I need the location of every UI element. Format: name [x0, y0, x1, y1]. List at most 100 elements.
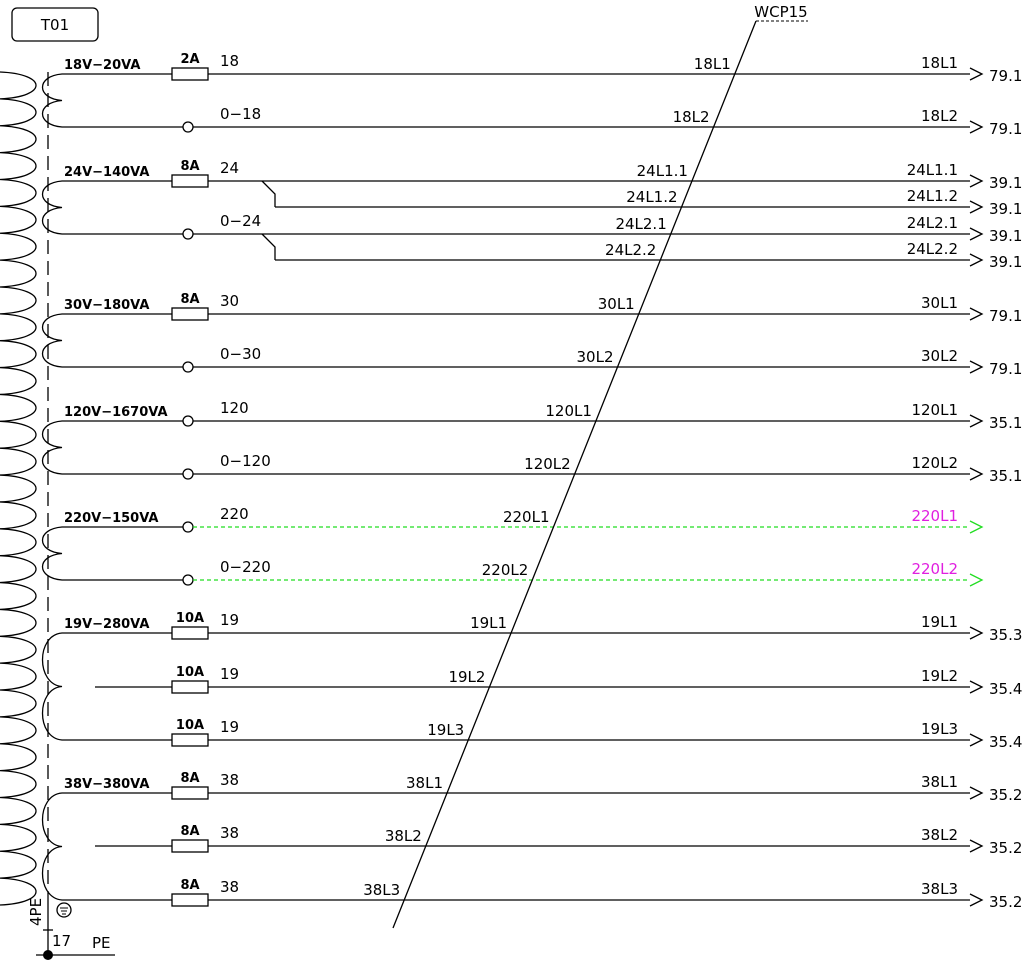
fuse-symbol [171, 839, 209, 853]
arrow-icon [969, 414, 984, 428]
target-reference: 35.4 [989, 733, 1022, 751]
primary-coil [0, 71, 37, 906]
wire-label-cross: 30L1 [598, 295, 635, 313]
arrow-icon [969, 680, 984, 694]
wire-label-cross: 19L3 [427, 721, 464, 739]
wire-label-cross: 120L2 [524, 455, 571, 473]
wire-label-end: 19L1 [921, 613, 958, 631]
wire-label-end: 19L2 [921, 667, 958, 685]
line-voltage-label: 30 [220, 292, 239, 310]
wire-label-end: 18L1 [921, 54, 958, 72]
arrow-icon [969, 307, 984, 321]
wire-label-cross: 220L1 [503, 508, 550, 526]
line-voltage-label: 18 [220, 52, 239, 70]
wire-label-cross: 24L2.1 [615, 215, 666, 233]
line-voltage-label: 0−18 [220, 105, 261, 123]
branch-connector [261, 180, 276, 207]
target-reference: 35.4 [989, 680, 1022, 698]
wire-label-end: 24L1.1 [907, 161, 958, 179]
wire-label-cross: 24L1.2 [626, 188, 677, 206]
earth-terminal-label: 4PE [27, 898, 45, 926]
secondary-coil [42, 420, 95, 475]
wire-label-cross: 18L1 [694, 55, 731, 73]
winding-rating-label: 24V−140VA [64, 165, 149, 180]
fuse-rating: 10A [176, 665, 204, 680]
line-voltage-label: 0−220 [220, 558, 271, 576]
line-voltage-label: 0−24 [220, 212, 261, 230]
target-reference: 35.1 [989, 467, 1022, 485]
wire-label-end: 19L3 [921, 720, 958, 738]
wire-label-cross: 120L1 [545, 402, 592, 420]
target-reference: 35.2 [989, 786, 1022, 804]
arrow-icon [969, 733, 984, 747]
wire-label-end: 38L2 [921, 826, 958, 844]
fuse-rating: 8A [180, 292, 199, 307]
fuse-rating: 8A [180, 878, 199, 893]
fuse-rating: 10A [176, 611, 204, 626]
fuse-symbol [171, 174, 209, 188]
wire-label-end: 220L2 [911, 560, 958, 578]
secondary-coil [42, 792, 95, 901]
arrow-icon [969, 626, 984, 640]
line-voltage-label: 0−30 [220, 345, 261, 363]
arrow-icon [969, 120, 984, 134]
winding-rating-label: 19V−280VA [64, 617, 149, 632]
line-voltage-label: 0−120 [220, 452, 271, 470]
fuse-rating: 8A [180, 824, 199, 839]
arrow-icon [969, 573, 984, 587]
fuse-rating: 10A [176, 718, 204, 733]
component-label-box [11, 7, 99, 42]
arrow-icon [969, 467, 984, 481]
target-reference: 35.2 [989, 893, 1022, 911]
line-voltage-label: 38 [220, 771, 239, 789]
wire-label-cross: 24L1.1 [637, 162, 688, 180]
earth-terminal-number: 17 [52, 932, 71, 950]
secondary-coil [42, 632, 95, 741]
winding-rating-label: 18V−20VA [64, 58, 140, 73]
winding-rating-label: 120V−1670VA [64, 405, 168, 420]
arrow-icon [969, 200, 984, 214]
wire-label-cross: 19L2 [448, 668, 485, 686]
secondary-coil [42, 313, 95, 368]
wire-label-end: 24L1.2 [907, 187, 958, 205]
wire-label-cross: 18L2 [673, 108, 710, 126]
arrow-icon [969, 786, 984, 800]
arrow-icon [969, 893, 984, 907]
line-voltage-label: 19 [220, 665, 239, 683]
wire-label-cross: 19L1 [470, 614, 507, 632]
cable-label: WCP15 [754, 3, 807, 21]
wire-label-end: 120L2 [911, 454, 958, 472]
target-reference: 39.1 [989, 174, 1022, 192]
line-voltage-label: 24 [220, 159, 239, 177]
terminal-point [182, 415, 194, 427]
line-voltage-label: 19 [220, 611, 239, 629]
wire-label-end: 220L1 [911, 507, 958, 525]
secondary-coil [42, 73, 95, 128]
fuse-symbol [171, 67, 209, 81]
wire-label-cross: 24L2.2 [605, 241, 656, 259]
arrow-icon [969, 174, 984, 188]
winding-rating-label: 30V−180VA [64, 298, 149, 313]
arrow-icon [969, 839, 984, 853]
fuse-symbol [171, 733, 209, 747]
line-voltage-label: 120 [220, 399, 249, 417]
wire-label-end: 24L2.2 [907, 240, 958, 258]
line-voltage-label: 38 [220, 878, 239, 896]
target-reference: 39.1 [989, 227, 1022, 245]
wire-label-end: 120L1 [911, 401, 958, 419]
fuse-rating: 2A [180, 52, 199, 67]
target-reference: 39.1 [989, 200, 1022, 218]
wire-label-cross: 38L1 [406, 774, 443, 792]
arrow-icon [969, 253, 984, 267]
target-reference: 79.1 [989, 307, 1022, 325]
branch-connector [261, 233, 276, 260]
target-reference: 79.1 [989, 360, 1022, 378]
secondary-coil [42, 180, 95, 235]
fuse-rating: 8A [180, 771, 199, 786]
cable-cross-line [392, 20, 757, 929]
component-label: T01 [40, 16, 69, 34]
wire-label-end: 38L1 [921, 773, 958, 791]
arrow-icon [969, 360, 984, 374]
fuse-rating: 8A [180, 159, 199, 174]
line-voltage-label: 19 [220, 718, 239, 736]
